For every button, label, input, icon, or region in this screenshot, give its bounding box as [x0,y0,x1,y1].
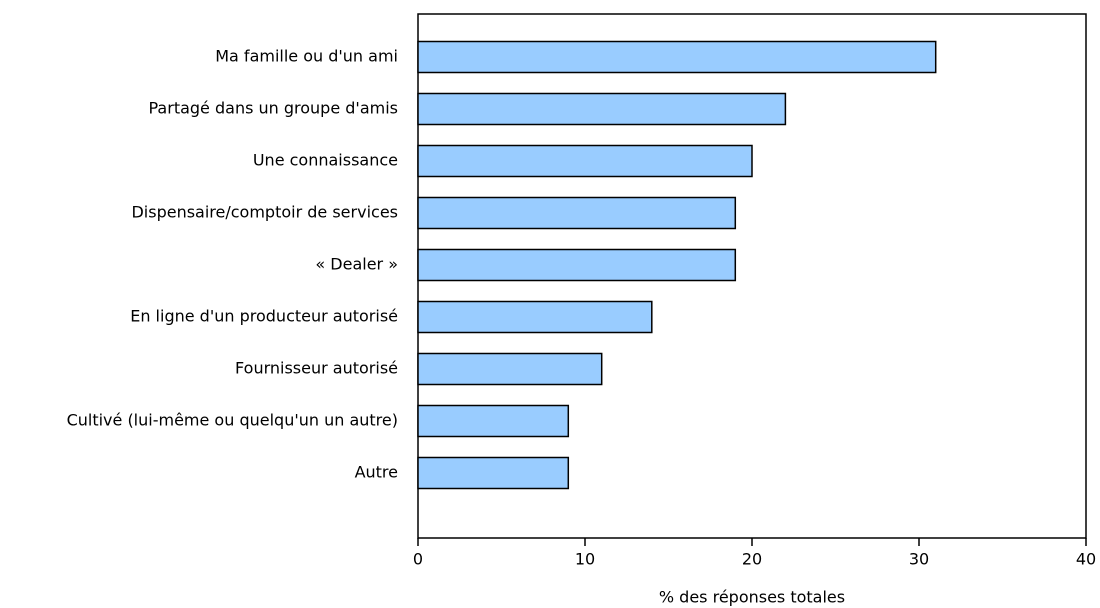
y-tick-label: En ligne d'un producteur autorisé [130,307,398,326]
bar [417,144,753,178]
y-tick-label: Fournisseur autorisé [235,359,398,378]
y-tick-label: Une connaissance [253,151,398,170]
bar [417,92,787,126]
y-tick-label: Dispensaire/comptoir de services [131,203,398,222]
bar [417,248,737,282]
bar [417,40,937,74]
y-tick-label: « Dealer » [315,255,398,274]
x-tick-label: 30 [909,550,929,569]
x-tick-label: 20 [742,550,762,569]
bar [417,196,737,230]
x-tick-label: 10 [575,550,595,569]
bar [417,300,653,334]
x-tick-label: 0 [413,550,423,569]
bar [417,456,570,490]
y-tick-label: Autre [355,463,398,482]
x-tick-label: 40 [1076,550,1096,569]
y-tick-label: Ma famille ou d'un ami [215,47,398,66]
y-tick-label: Cultivé (lui-même ou quelqu'un un autre) [67,411,398,430]
bar [417,404,570,438]
y-tick-label: Partagé dans un groupe d'amis [149,99,399,118]
x-axis-label: % des réponses totales [659,588,845,607]
bar [417,352,603,386]
